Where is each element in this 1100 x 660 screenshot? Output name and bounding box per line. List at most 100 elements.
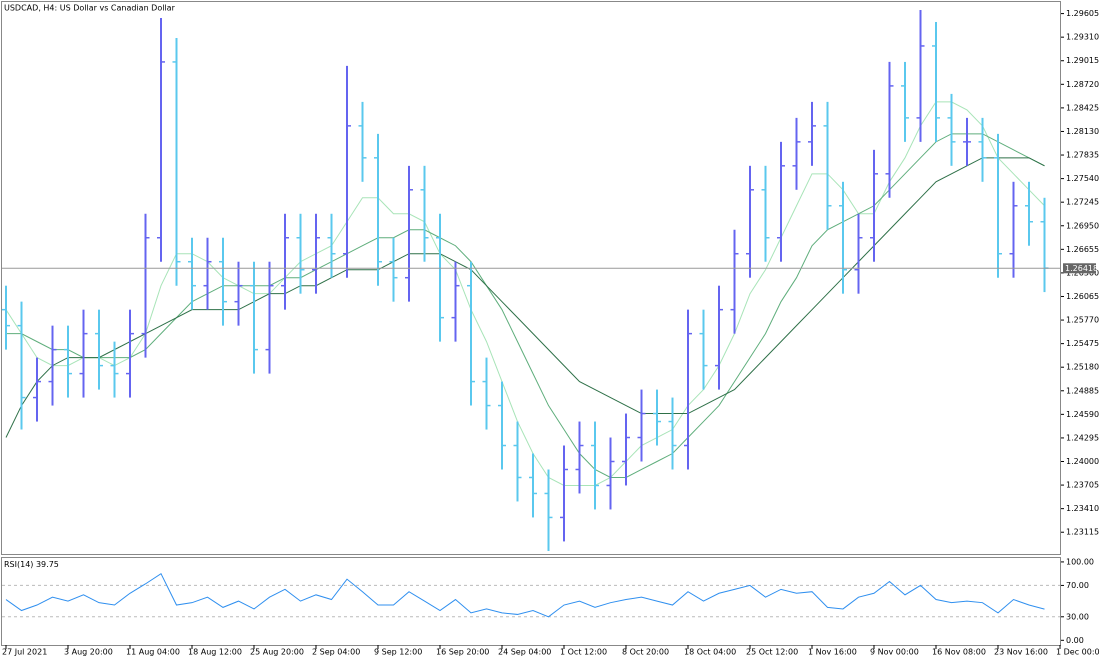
ohlc-bar: [265, 261, 274, 374]
ohlc-bar: [854, 213, 863, 294]
ohlc-bar: [668, 397, 677, 470]
ohlc-bar: [963, 117, 971, 166]
y-tick-label: 1.23705: [1066, 481, 1099, 490]
x-tick-label: 23 Nov 16:00: [994, 648, 1048, 657]
ohlc-bar: [374, 133, 382, 286]
ohlc-bar: [358, 101, 367, 182]
ohlc-bar: [157, 17, 165, 262]
ohlc-bar: [389, 237, 398, 302]
y-tick-label: 1.29015: [1066, 56, 1099, 65]
y-tick-label: 1.24885: [1066, 386, 1099, 395]
ohlc-bar: [715, 285, 723, 390]
ohlc-bar: [978, 117, 987, 182]
ohlc-bar: [529, 453, 537, 518]
y-tick-label: 1.29605: [1066, 9, 1099, 18]
ohlc-bar: [1025, 181, 1033, 246]
y-tick-label: 1.28425: [1066, 103, 1099, 112]
y-tick-label: 1.24590: [1066, 410, 1099, 419]
ohlc-bar: [1009, 181, 1018, 278]
ohlc-bar: [839, 181, 847, 294]
current-price-label: 1.26418: [1065, 264, 1098, 273]
ohlc-bar: [746, 165, 754, 278]
y-tick-label: 1.24295: [1066, 433, 1099, 442]
y-tick-label: 1.26950: [1066, 221, 1099, 230]
ohlc-bar: [405, 165, 413, 302]
y-tick-label: 1.23410: [1066, 504, 1099, 513]
moving-average: [5, 157, 1045, 438]
y-tick-label: 70.00: [1066, 581, 1089, 590]
x-tick-label: 9 Sep 12:00: [374, 648, 422, 657]
ohlc-bar: [653, 389, 661, 446]
ohlc-bar: [575, 421, 584, 494]
rsi-line: [5, 572, 1045, 618]
ohlc-bar: [606, 437, 615, 510]
y-tick-label: 1.29310: [1066, 33, 1099, 42]
x-tick-label: 11 Aug 04:00: [126, 648, 180, 657]
ohlc-bar: [188, 237, 196, 310]
y-tick-label: 1.26065: [1066, 292, 1099, 301]
y-tick-label: 1.27835: [1066, 151, 1099, 160]
ohlc-bar: [901, 61, 909, 142]
rsi-last-value: 39.75: [36, 560, 59, 569]
ohlc-bar: [327, 213, 336, 278]
ohlc-bar: [17, 301, 26, 430]
ohlc-bar: [916, 9, 925, 142]
ohlc-bar: [885, 61, 894, 198]
ohlc-bar: [777, 141, 785, 262]
ohlc-bar: [250, 261, 258, 374]
ohlc-bar: [141, 213, 150, 358]
x-tick-label: 2 Sep 04:00: [312, 648, 360, 657]
rsi-panel: [1, 557, 1061, 646]
ohlc-bar: [761, 165, 770, 262]
ohlc-bar: [203, 237, 212, 310]
ohlc-bar: [79, 309, 88, 398]
ohlc-bar: [808, 101, 816, 166]
price-panel: [1, 1, 1061, 555]
ohlc-bar: [33, 357, 41, 422]
y-tick-label: 1.28720: [1066, 80, 1099, 89]
ohlc-bar: [994, 133, 1002, 278]
ohlc-bar: [126, 309, 134, 398]
x-tick-label: 25 Oct 12:00: [746, 648, 798, 657]
y-tick-label: 30.00: [1066, 612, 1089, 621]
ohlc-bar: [281, 213, 289, 310]
ohlc-bar: [110, 341, 119, 398]
ohlc-bar: [172, 37, 181, 286]
x-tick-label: 18 Oct 04:00: [684, 648, 736, 657]
ohlc-bar: [544, 469, 553, 552]
ohlc-bar: [637, 389, 646, 462]
x-tick-label: 16 Sep 20:00: [436, 648, 489, 657]
x-tick-label: 3 Aug 20:00: [64, 648, 113, 657]
ohlc-bar: [219, 237, 227, 326]
y-tick-label: 100.00: [1066, 557, 1094, 566]
x-tick-label: 24 Sep 04:00: [498, 648, 551, 657]
ohlc-bar: [95, 309, 103, 390]
ohlc-bar: [482, 357, 491, 430]
y-tick-label: 1.27245: [1066, 198, 1099, 207]
x-tick-label: 18 Aug 12:00: [188, 648, 242, 657]
x-tick-label: 1 Nov 16:00: [808, 648, 857, 657]
ohlc-bar: [312, 213, 320, 294]
ohlc-bar: [699, 309, 708, 390]
ohlc-bar: [622, 413, 630, 486]
current-price-box: [1063, 263, 1096, 274]
ohlc-bar: [870, 149, 878, 262]
rsi-name: RSI(14): [4, 560, 33, 569]
y-tick-label: 1.27540: [1066, 174, 1099, 183]
ohlc-bar: [513, 421, 522, 502]
moving-average: [6, 133, 1045, 478]
y-tick-label: 1.25475: [1066, 339, 1099, 348]
y-tick-label: 1.23115: [1066, 528, 1099, 537]
x-tick-label: 1 Oct 12:00: [560, 648, 607, 657]
y-tick-label: 0.00: [1066, 636, 1084, 645]
ohlc-bar: [792, 117, 801, 190]
x-tick-label: 25 Aug 20:00: [250, 648, 304, 657]
y-tick-label: 1.28130: [1066, 127, 1099, 136]
chart-title: USDCAD, H4: US Dollar vs Canadian Dollar: [4, 4, 176, 13]
ohlc-bar: [420, 165, 429, 262]
moving-average: [5, 101, 1045, 486]
ohlc-bar: [343, 65, 351, 278]
ohlc-bar: [296, 213, 305, 294]
ohlc-bar: [467, 261, 475, 406]
